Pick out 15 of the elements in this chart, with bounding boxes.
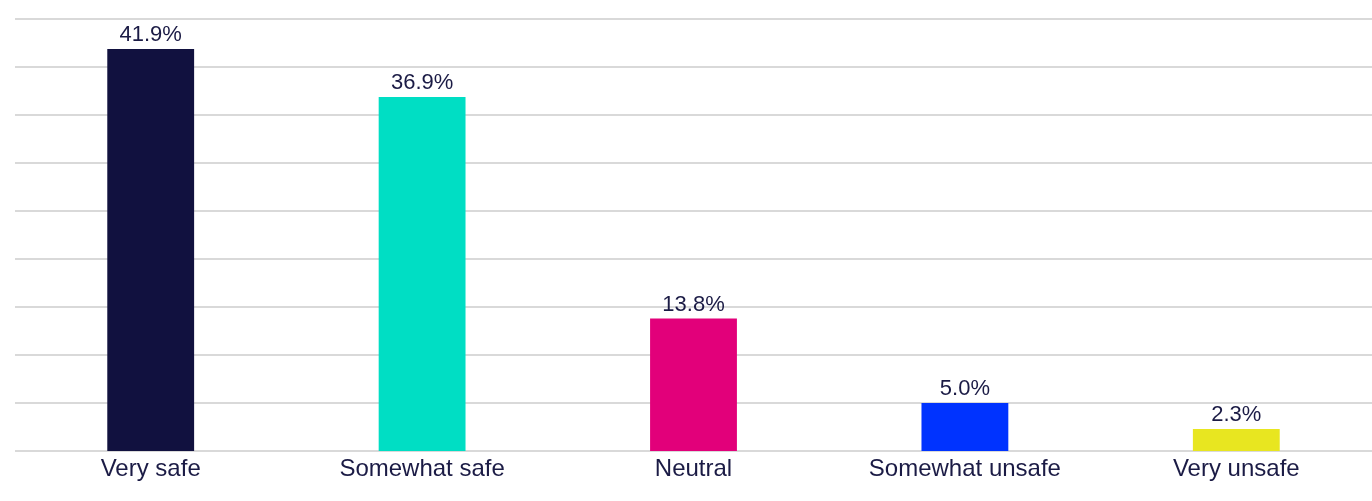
data-label: 5.0% xyxy=(939,375,990,401)
bar xyxy=(921,403,1009,451)
data-label: 41.9% xyxy=(119,20,182,46)
bar xyxy=(378,96,466,451)
x-tick-label: Somewhat unsafe xyxy=(868,454,1061,481)
bar xyxy=(1192,428,1280,451)
x-tick-label: Very unsafe xyxy=(1172,454,1300,481)
x-tick-label: Somewhat safe xyxy=(339,454,505,481)
bar xyxy=(107,48,195,451)
data-label: 36.9% xyxy=(390,68,454,94)
bar xyxy=(650,318,737,451)
data-label: 13.8% xyxy=(662,290,725,316)
x-tick-label: Very safe xyxy=(100,454,201,481)
data-label: 2.3% xyxy=(1211,400,1262,426)
x-tick-label: Neutral xyxy=(654,454,733,481)
